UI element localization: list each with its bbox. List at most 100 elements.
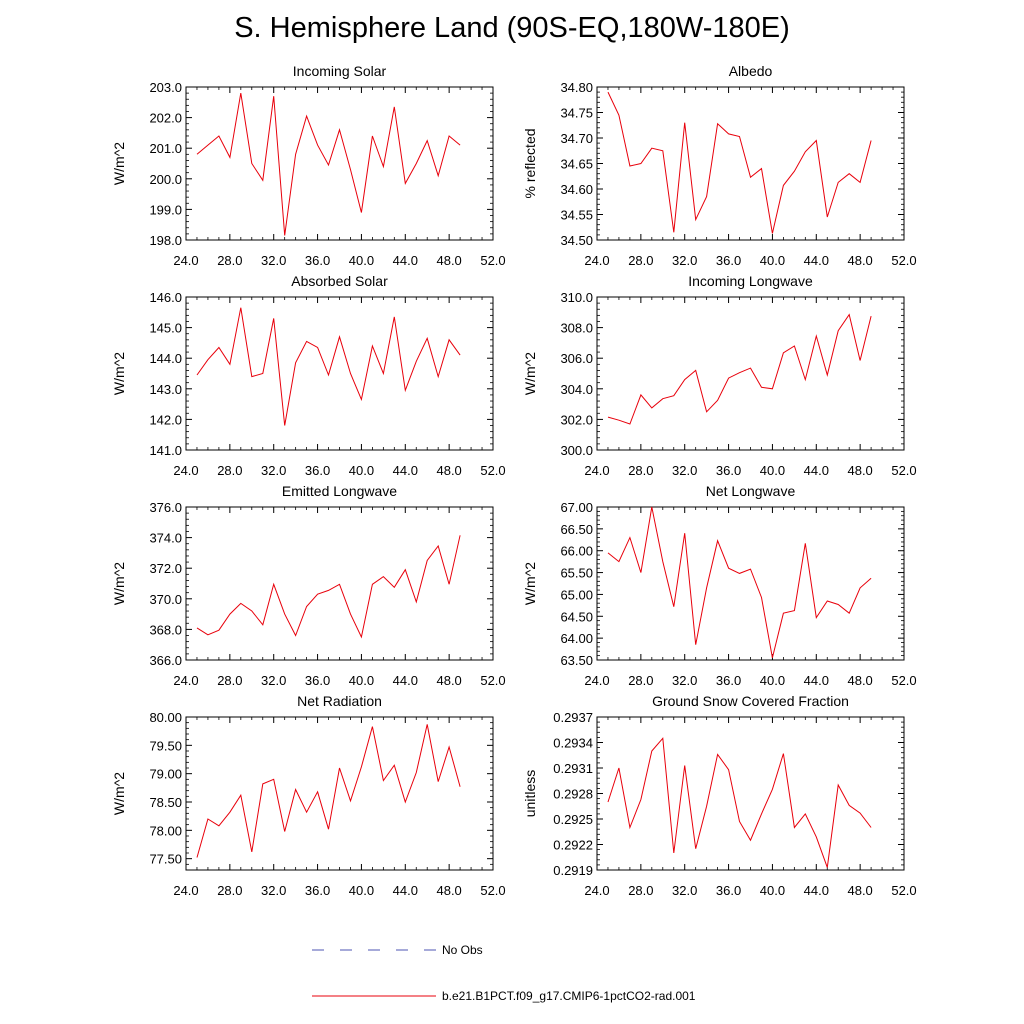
plot-frame: [185, 506, 494, 661]
x-tick-label: 52.0: [480, 253, 505, 268]
x-tick-label: 48.0: [436, 673, 461, 688]
x-tick-label: 24.0: [173, 673, 198, 688]
y-tick-label: 0.2928: [553, 787, 593, 802]
y-tick-label: 65.00: [560, 587, 593, 602]
y-tick-label: 302.0: [560, 412, 593, 427]
x-tick-label: 32.0: [261, 463, 286, 478]
x-tick-label: 44.0: [804, 673, 829, 688]
y-tick-label: 146.0: [149, 290, 182, 305]
plot-frame: [596, 296, 905, 451]
x-tick-label: 28.0: [217, 673, 242, 688]
x-tick-label: 28.0: [628, 463, 653, 478]
x-tick-label: 32.0: [672, 463, 697, 478]
plot-frame: [596, 86, 905, 241]
x-tick-label: 24.0: [173, 883, 198, 898]
plot-frame: [596, 506, 905, 661]
y-tick-label: 0.2934: [553, 736, 593, 751]
y-tick-label: 202.0: [149, 111, 182, 126]
y-tick-label: 0.2931: [553, 761, 593, 776]
y-tick-label: 141.0: [149, 443, 182, 458]
x-tick-label: 32.0: [672, 883, 697, 898]
y-tick-label: 34.50: [560, 233, 593, 248]
y-tick-label: 368.0: [149, 622, 182, 637]
y-tick-label: 376.0: [149, 500, 182, 515]
y-tick-label: 203.0: [149, 80, 182, 95]
x-tick-label: 52.0: [891, 253, 916, 268]
x-tick-label: 36.0: [716, 463, 741, 478]
x-tick-label: 28.0: [217, 253, 242, 268]
x-tick-label: 52.0: [480, 463, 505, 478]
x-tick-label: 24.0: [584, 463, 609, 478]
x-tick-label: 24.0: [584, 883, 609, 898]
x-tick-label: 44.0: [804, 463, 829, 478]
x-tick-label: 52.0: [891, 673, 916, 688]
y-tick-label: 34.70: [560, 131, 593, 146]
x-tick-label: 40.0: [349, 673, 374, 688]
plot-frame: [185, 296, 494, 451]
x-tick-label: 28.0: [628, 253, 653, 268]
y-tick-label: 0.2925: [553, 812, 593, 827]
series-line: [196, 535, 461, 639]
y-tick-label: 143.0: [149, 382, 182, 397]
legend-model-label: b.e21.B1PCT.f09_g17.CMIP6-1pctCO2-rad.00…: [442, 989, 696, 1003]
y-tick-label: 0.2919: [553, 863, 593, 878]
x-tick-label: 24.0: [584, 253, 609, 268]
y-tick-label: 199.0: [149, 202, 182, 217]
page-title: S. Hemisphere Land (90S-EQ,180W-180E): [234, 12, 790, 44]
x-tick-label: 52.0: [891, 463, 916, 478]
series-line: [607, 313, 872, 425]
x-tick-label: 40.0: [760, 463, 785, 478]
y-tick-label: 34.75: [560, 106, 593, 121]
series-line: [196, 307, 461, 426]
x-tick-label: 32.0: [261, 673, 286, 688]
legend-obs-label: No Obs: [442, 943, 483, 957]
y-axis-label: W/m^2: [111, 352, 127, 395]
x-tick-label: 48.0: [436, 253, 461, 268]
panel-title: Net Longwave: [706, 483, 796, 499]
y-tick-label: 144.0: [149, 351, 182, 366]
panel-title: Net Radiation: [297, 693, 382, 709]
x-tick-label: 36.0: [716, 883, 741, 898]
x-tick-label: 32.0: [672, 253, 697, 268]
x-tick-label: 52.0: [891, 883, 916, 898]
panel-title: Emitted Longwave: [282, 483, 397, 499]
x-tick-label: 40.0: [760, 673, 785, 688]
y-axis-label: unitless: [522, 770, 538, 817]
x-tick-label: 40.0: [760, 253, 785, 268]
x-tick-label: 44.0: [393, 253, 418, 268]
y-tick-label: 198.0: [149, 233, 182, 248]
y-tick-label: 67.00: [560, 500, 593, 515]
y-tick-label: 34.60: [560, 182, 593, 197]
x-tick-label: 40.0: [760, 883, 785, 898]
y-tick-label: 142.0: [149, 412, 182, 427]
series-line: [196, 724, 461, 858]
y-tick-label: 374.0: [149, 531, 182, 546]
y-tick-label: 63.50: [560, 653, 593, 668]
panel-title: Absorbed Solar: [291, 273, 388, 289]
series-line: [196, 93, 461, 236]
panel-title: Incoming Solar: [293, 63, 387, 79]
x-tick-label: 40.0: [349, 253, 374, 268]
y-axis-label: W/m^2: [111, 772, 127, 815]
x-tick-label: 28.0: [217, 883, 242, 898]
x-tick-label: 36.0: [305, 253, 330, 268]
y-axis-label: W/m^2: [111, 562, 127, 605]
plot-frame: [185, 716, 494, 871]
y-tick-label: 78.50: [149, 795, 182, 810]
y-tick-label: 34.80: [560, 80, 593, 95]
y-tick-label: 66.50: [560, 522, 593, 537]
y-axis-label: % reflected: [522, 128, 538, 198]
y-tick-label: 366.0: [149, 653, 182, 668]
y-tick-label: 66.00: [560, 544, 593, 559]
y-tick-label: 300.0: [560, 443, 593, 458]
y-tick-label: 372.0: [149, 561, 182, 576]
y-tick-label: 0.2937: [553, 710, 593, 725]
x-tick-label: 44.0: [393, 463, 418, 478]
y-tick-label: 79.00: [149, 767, 182, 782]
y-tick-label: 79.50: [149, 738, 182, 753]
series-line: [607, 91, 872, 234]
y-axis-label: W/m^2: [111, 142, 127, 185]
x-tick-label: 24.0: [173, 253, 198, 268]
y-tick-label: 78.00: [149, 823, 182, 838]
